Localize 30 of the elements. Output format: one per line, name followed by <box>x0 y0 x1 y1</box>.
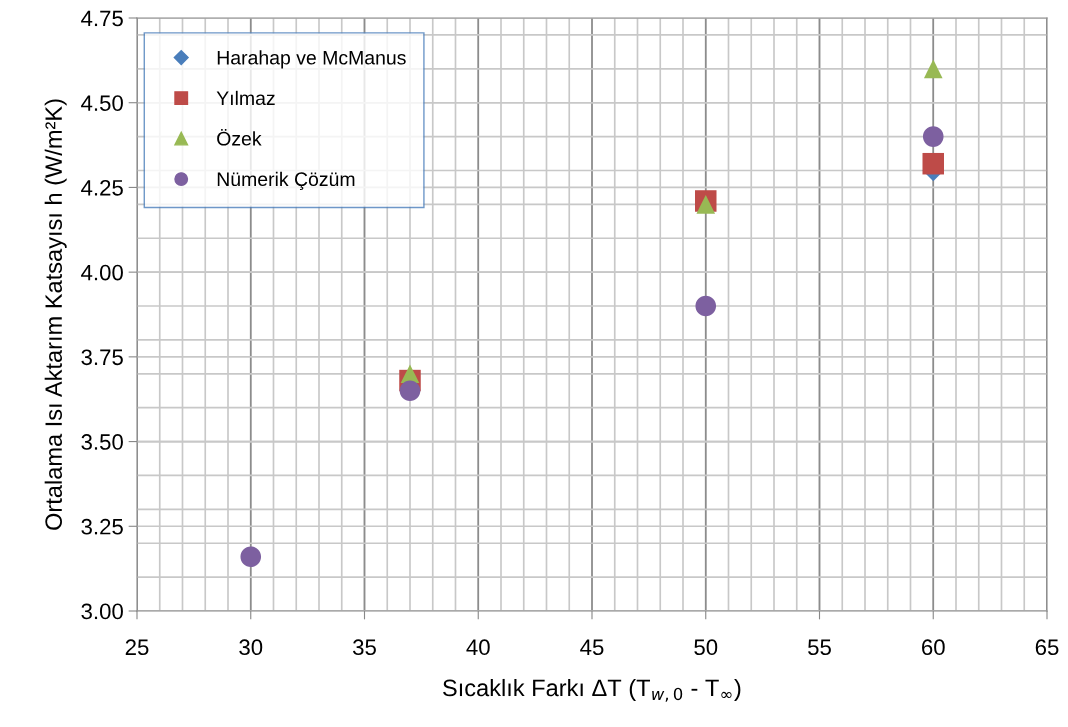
point <box>923 59 943 79</box>
y-tick-label: 3.25 <box>81 518 123 535</box>
y-tick-label: 3.75 <box>81 349 123 366</box>
legend-label: Yılmaz <box>216 90 275 106</box>
point <box>922 126 944 147</box>
point <box>695 295 717 317</box>
legend-label: Nümerik Çözüm <box>217 171 355 190</box>
x-axis-title: Sıcaklık Farkı ΔT (T$_{w,0}$ - T$_{∞}$) <box>443 678 741 702</box>
x-tick-label: 55 <box>808 639 831 656</box>
legend-label: Özek <box>217 129 262 146</box>
y-tick-label: 4.75 <box>81 10 123 27</box>
legend-label: Harahap ve McManus <box>217 50 406 69</box>
x-tick-label: 50 <box>694 639 718 656</box>
point <box>399 380 421 402</box>
y-axis-title: Ortalama Isı Aktarım Katsayısı h (W/m²K) <box>44 99 67 530</box>
x-tick-label: 60 <box>922 639 945 656</box>
y-tick-label: 4.25 <box>81 179 123 196</box>
x-tick-label: 35 <box>352 639 376 656</box>
point <box>922 152 945 175</box>
x-tick-label: 25 <box>125 639 149 656</box>
point <box>240 546 262 568</box>
x-tick-label: 40 <box>466 639 490 656</box>
y-tick-label: 3.50 <box>81 434 123 450</box>
x-tick-label: 65 <box>1035 639 1059 656</box>
y-tick-label: 4.50 <box>81 95 123 111</box>
x-tick-label: 30 <box>239 639 263 656</box>
x-tick-label: 45 <box>580 639 604 656</box>
y-tick-label: 3.00 <box>81 603 123 620</box>
point <box>696 195 716 214</box>
y-tick-label: 4.00 <box>81 264 123 281</box>
